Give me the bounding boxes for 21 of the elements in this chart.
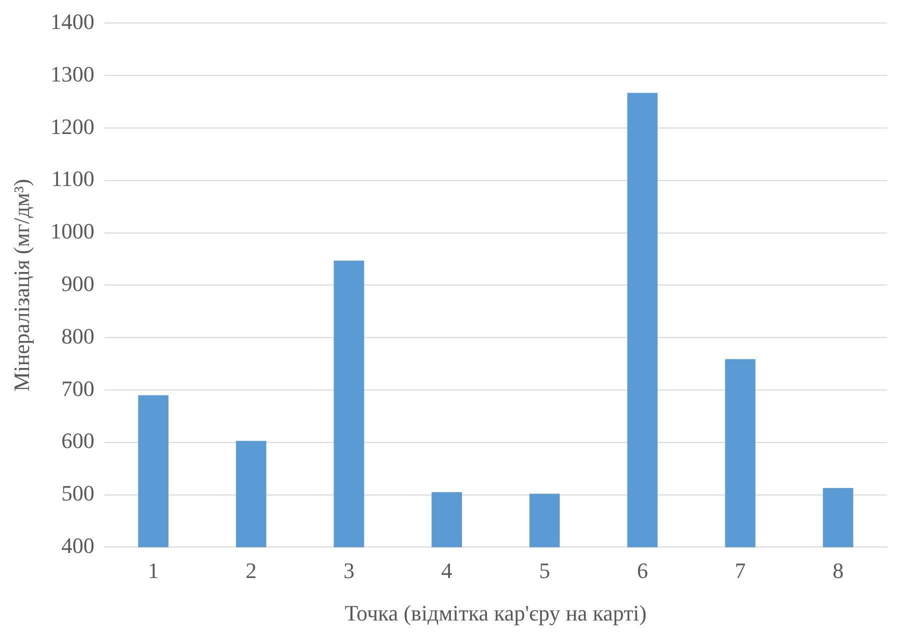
y-tick-label: 1400 (50, 8, 94, 34)
x-tick-label: 1 (148, 558, 159, 584)
y-tick-label: 1200 (50, 114, 94, 139)
y-tick-label: 1000 (50, 218, 94, 244)
x-tick-label: 4 (441, 558, 452, 584)
y-tick-label: 500 (61, 480, 94, 506)
x-tick-label: 5 (539, 558, 550, 584)
y-tick-label: 600 (61, 428, 94, 454)
y-tick-label: 800 (61, 323, 94, 348)
y-tick-label: 1300 (50, 61, 94, 86)
x-tick-label: 3 (343, 558, 354, 584)
y-tick-label: 700 (61, 376, 94, 401)
x-tick-label: 6 (636, 558, 648, 584)
x-axis-title: Точка (відмітка кар'єру на карті) (344, 600, 647, 626)
y-tick-label: 400 (61, 532, 94, 558)
y-tick-label: 1100 (51, 166, 94, 192)
x-tick-label: 2 (246, 558, 257, 584)
y-tick-label: 900 (61, 270, 94, 296)
x-tick-label: 8 (832, 558, 844, 584)
x-tick-label: 7 (734, 558, 746, 584)
y-axis-title: Мінералізація (мг/дм³) (8, 178, 34, 392)
